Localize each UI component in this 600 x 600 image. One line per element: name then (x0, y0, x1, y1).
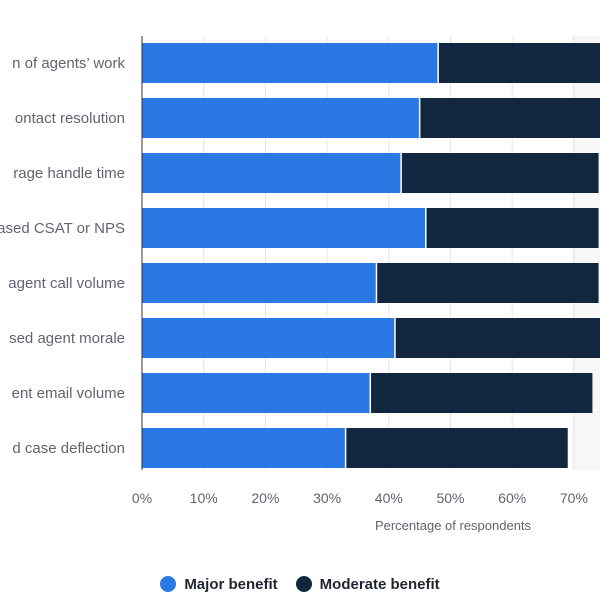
legend-item-moderate[interactable]: Moderate benefit (295, 575, 440, 593)
legend-label-major: Major benefit (184, 575, 278, 593)
bar-major[interactable] (142, 208, 426, 248)
x-tick-label: 30% (313, 490, 341, 506)
x-tick-label: 50% (436, 490, 464, 506)
category-label: n of agents’ work (12, 55, 125, 72)
x-tick-label: 20% (251, 490, 279, 506)
category-label: agent call volume (8, 275, 125, 292)
category-label: ased CSAT or NPS (0, 220, 125, 237)
legend-swatch-moderate (295, 576, 312, 592)
bar-moderate[interactable] (370, 373, 593, 413)
bar-major[interactable] (142, 153, 402, 193)
legend-item-major[interactable]: Major benefit (160, 575, 278, 593)
legend: Major benefit Moderate benefit (0, 572, 600, 596)
legend-swatch-major (160, 576, 177, 592)
category-label: d case deflection (12, 440, 125, 457)
bars (142, 43, 600, 468)
bar-major[interactable] (142, 373, 371, 413)
bar-moderate[interactable] (345, 428, 568, 468)
bar-major[interactable] (142, 318, 395, 358)
bar-moderate[interactable] (425, 208, 599, 248)
category-label: ent email volume (12, 385, 125, 402)
legend-label-moderate: Moderate benefit (319, 575, 440, 593)
x-tick-label: 0% (132, 490, 152, 506)
x-tick-label: 70% (560, 490, 588, 506)
x-tick-label: 60% (498, 490, 526, 506)
bar-major[interactable] (142, 98, 420, 138)
x-axis-title: Percentage of respondents (375, 518, 532, 533)
bar-moderate[interactable] (394, 318, 600, 358)
category-labels: n of agents’ work ontact resolution rage h… (0, 55, 125, 457)
category-label: ontact resolution (15, 110, 125, 127)
x-tick-labels: 0% 10% 20% 30% 40% 50% 60% 70% (132, 490, 588, 506)
bar-major[interactable] (142, 428, 346, 468)
bar-moderate[interactable] (376, 263, 599, 303)
category-label: rage handle time (13, 165, 125, 182)
x-tick-label: 10% (190, 490, 218, 506)
x-tick-label: 40% (375, 490, 403, 506)
bar-moderate[interactable] (419, 98, 600, 138)
bar-major[interactable] (142, 263, 377, 303)
category-label: sed agent morale (9, 330, 125, 347)
bar-major[interactable] (142, 43, 439, 83)
bar-moderate[interactable] (401, 153, 599, 193)
bar-moderate[interactable] (438, 43, 600, 83)
